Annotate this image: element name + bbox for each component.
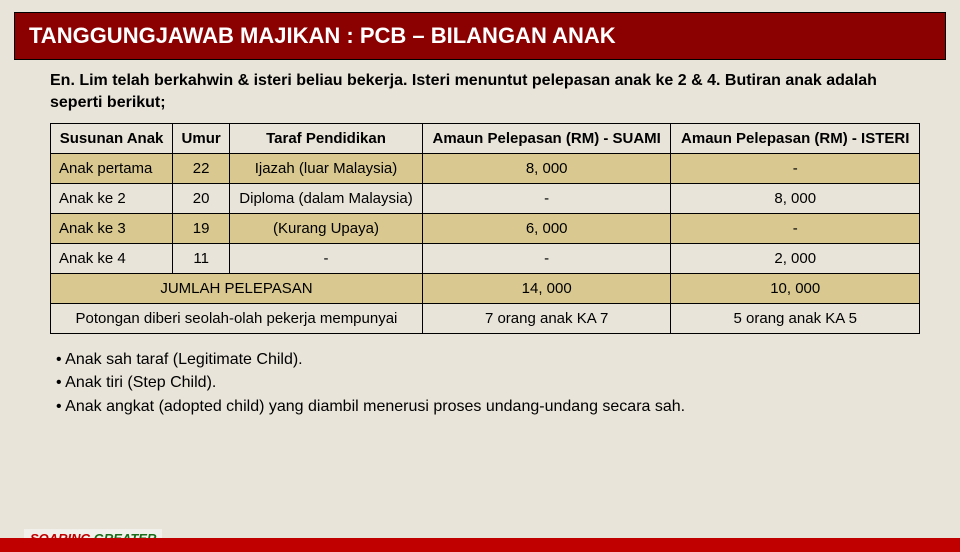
table-sum-row: JUMLAH PELEPASAN 14, 000 10, 000 (51, 274, 920, 304)
intro-text: En. Lim telah berkahwin & isteri beliau … (50, 70, 920, 113)
col-taraf: Taraf Pendidikan (230, 124, 423, 154)
cell: Anak ke 2 (51, 184, 173, 214)
slide-title: TANGGUNGJAWAB MAJIKAN : PCB – BILANGAN A… (14, 12, 946, 60)
equiv-suami: 7 orang anak KA 7 (422, 304, 671, 334)
sum-label: JUMLAH PELEPASAN (51, 274, 423, 304)
cell: Ijazah (luar Malaysia) (230, 154, 423, 184)
cell: - (422, 184, 671, 214)
col-umur: Umur (173, 124, 230, 154)
content-area: En. Lim telah berkahwin & isteri beliau … (50, 70, 920, 418)
bullet-item: Anak angkat (adopted child) yang diambil… (56, 395, 920, 418)
cell: Diploma (dalam Malaysia) (230, 184, 423, 214)
cell: Anak ke 4 (51, 244, 173, 274)
cell: 11 (173, 244, 230, 274)
footer-bar (0, 538, 960, 552)
table-row: Anak pertama 22 Ijazah (luar Malaysia) 8… (51, 154, 920, 184)
cell: 20 (173, 184, 230, 214)
sum-isteri: 10, 000 (671, 274, 920, 304)
bullet-item: Anak tiri (Step Child). (56, 371, 920, 394)
sum-suami: 14, 000 (422, 274, 671, 304)
col-isteri: Amaun Pelepasan (RM) - ISTERI (671, 124, 920, 154)
cell: (Kurang Upaya) (230, 214, 423, 244)
cell: 6, 000 (422, 214, 671, 244)
cell: 19 (173, 214, 230, 244)
table-equiv-row: Potongan diberi seolah-olah pekerja memp… (51, 304, 920, 334)
cell: Anak pertama (51, 154, 173, 184)
col-susunan: Susunan Anak (51, 124, 173, 154)
table-row: Anak ke 4 11 - - 2, 000 (51, 244, 920, 274)
table-row: Anak ke 3 19 (Kurang Upaya) 6, 000 - (51, 214, 920, 244)
cell: - (671, 154, 920, 184)
cell: 22 (173, 154, 230, 184)
cell: - (671, 214, 920, 244)
bullet-list: Anak sah taraf (Legitimate Child). Anak … (56, 348, 920, 418)
table-row: Anak ke 2 20 Diploma (dalam Malaysia) - … (51, 184, 920, 214)
pelepasan-table: Susunan Anak Umur Taraf Pendidikan Amaun… (50, 123, 920, 334)
cell: - (422, 244, 671, 274)
col-suami: Amaun Pelepasan (RM) - SUAMI (422, 124, 671, 154)
bullet-item: Anak sah taraf (Legitimate Child). (56, 348, 920, 371)
cell: 8, 000 (671, 184, 920, 214)
cell: 8, 000 (422, 154, 671, 184)
equiv-label: Potongan diberi seolah-olah pekerja memp… (51, 304, 423, 334)
cell: 2, 000 (671, 244, 920, 274)
cell: - (230, 244, 423, 274)
equiv-isteri: 5 orang anak KA 5 (671, 304, 920, 334)
table-header-row: Susunan Anak Umur Taraf Pendidikan Amaun… (51, 124, 920, 154)
cell: Anak ke 3 (51, 214, 173, 244)
